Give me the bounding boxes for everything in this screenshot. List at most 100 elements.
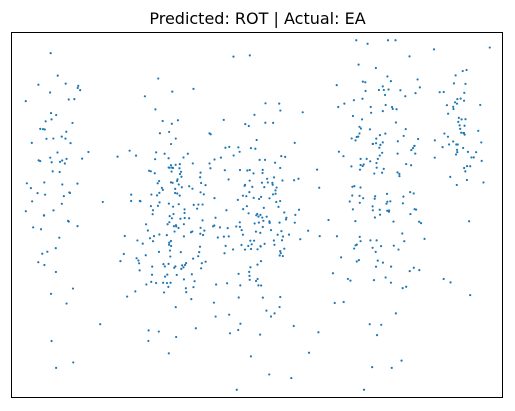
data-point	[386, 210, 388, 212]
data-point	[169, 255, 171, 257]
data-point	[199, 227, 201, 229]
data-point	[228, 314, 230, 316]
data-point	[353, 185, 355, 187]
data-point	[374, 195, 376, 197]
data-point	[41, 253, 43, 255]
data-point	[166, 273, 168, 275]
data-point	[370, 112, 372, 114]
data-point	[40, 228, 42, 230]
data-point	[150, 205, 152, 207]
data-point	[375, 251, 377, 253]
data-point	[152, 213, 154, 215]
data-point	[358, 195, 360, 197]
data-point	[293, 325, 295, 327]
data-point	[390, 265, 392, 267]
data-point	[338, 151, 340, 153]
data-point	[343, 103, 345, 105]
data-point	[467, 151, 469, 153]
data-point	[167, 223, 169, 225]
data-point	[405, 128, 407, 130]
data-point	[64, 162, 66, 164]
data-point	[282, 255, 284, 257]
data-point	[489, 46, 491, 48]
data-point	[392, 220, 394, 222]
data-point	[76, 225, 78, 227]
data-point	[193, 280, 195, 282]
data-point	[215, 283, 217, 285]
data-point	[378, 147, 380, 149]
data-point	[465, 69, 467, 71]
data-point	[175, 164, 177, 166]
data-point	[173, 225, 175, 227]
data-point	[162, 282, 164, 284]
data-point	[37, 84, 39, 86]
data-point	[359, 236, 361, 238]
data-point	[242, 195, 244, 197]
data-point	[402, 196, 404, 198]
data-point	[201, 219, 203, 221]
data-point	[191, 188, 193, 190]
data-point	[418, 269, 420, 271]
data-point	[223, 119, 225, 121]
data-point	[43, 264, 45, 266]
data-point	[239, 221, 241, 223]
data-point	[239, 169, 241, 171]
data-point	[382, 141, 384, 143]
data-point	[175, 336, 177, 338]
data-point	[99, 323, 101, 325]
data-point	[402, 202, 404, 204]
data-point	[384, 133, 386, 135]
data-point	[302, 111, 304, 113]
data-point	[239, 284, 241, 286]
data-point	[260, 196, 262, 198]
data-point	[456, 149, 458, 151]
data-point	[249, 279, 251, 281]
data-point	[259, 245, 261, 247]
data-point	[262, 226, 264, 228]
data-point	[65, 158, 67, 160]
data-point	[156, 194, 158, 196]
data-point	[239, 226, 241, 228]
data-point	[144, 95, 146, 97]
data-point	[152, 209, 154, 211]
data-point	[351, 194, 353, 196]
data-point	[44, 194, 46, 196]
data-point	[36, 192, 38, 194]
data-point	[149, 237, 151, 239]
data-point	[255, 280, 257, 282]
data-point	[271, 182, 273, 184]
data-point	[259, 214, 261, 216]
data-point	[168, 203, 170, 205]
data-point	[277, 206, 279, 208]
data-point	[154, 158, 156, 160]
data-point	[250, 147, 252, 149]
data-point	[181, 186, 183, 188]
data-point	[477, 130, 479, 132]
data-point	[284, 156, 286, 158]
data-point	[274, 162, 276, 164]
data-point	[362, 197, 364, 199]
data-point	[151, 265, 153, 267]
data-point	[387, 39, 389, 41]
data-point	[204, 184, 206, 186]
data-point	[183, 208, 185, 210]
data-point	[272, 184, 274, 186]
data-point	[375, 162, 377, 164]
data-point	[395, 312, 397, 314]
data-point	[337, 106, 339, 108]
data-point	[358, 259, 360, 261]
data-point	[250, 248, 252, 250]
data-point	[269, 222, 271, 224]
data-point	[139, 269, 141, 271]
data-point	[123, 253, 125, 255]
data-point	[456, 151, 458, 153]
data-point	[25, 100, 27, 102]
data-point	[201, 262, 203, 264]
data-point	[279, 200, 281, 202]
data-point	[145, 254, 147, 256]
data-point	[257, 278, 259, 280]
data-point	[417, 138, 419, 140]
data-point	[147, 229, 149, 231]
data-point	[316, 168, 318, 170]
data-point	[434, 139, 436, 141]
